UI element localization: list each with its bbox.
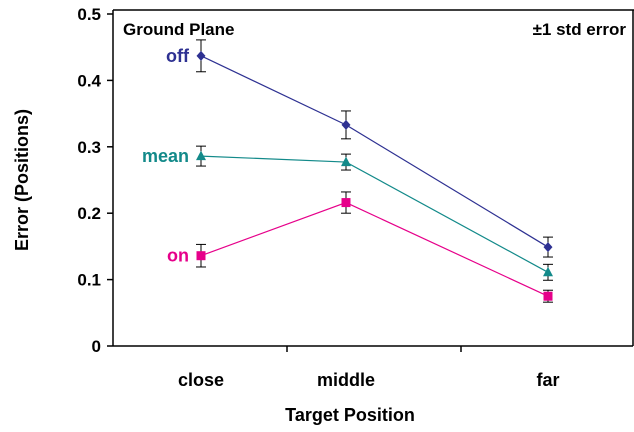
x-tick-label: close — [178, 370, 224, 390]
series-label-on: on — [167, 246, 189, 266]
data-point-triangle — [543, 266, 553, 277]
series-label-off: off — [166, 46, 190, 66]
y-tick-label: 0.2 — [77, 204, 101, 223]
data-point-square — [196, 251, 206, 261]
series-on: on — [167, 191, 553, 303]
data-point-diamond — [196, 50, 206, 61]
series-line — [200, 155, 549, 273]
y-tick-label: 0.3 — [77, 138, 101, 157]
y-tick-label: 0.5 — [77, 5, 101, 24]
y-tick-label: 0.4 — [77, 71, 101, 90]
data-point-square — [543, 291, 553, 301]
series-mean: mean — [142, 145, 553, 281]
x-tick-label: far — [536, 370, 559, 390]
series-layer: off mean on — [142, 39, 553, 303]
plot-frame — [112, 9, 634, 347]
y-ticks: 0 0.1 0.2 0.3 0.4 0.5 — [77, 5, 113, 356]
x-axis-label: Target Position — [285, 405, 415, 425]
error-bar-note: ±1 std error — [533, 20, 627, 39]
data-point-diamond — [543, 242, 553, 253]
data-point-square — [341, 198, 351, 208]
series-line — [200, 55, 549, 248]
series-line — [200, 201, 549, 297]
y-tick-label: 0.1 — [77, 271, 101, 290]
y-axis-label: Error (Positions) — [12, 109, 32, 251]
series-off: off — [166, 39, 553, 258]
data-point-triangle — [196, 150, 206, 161]
x-tick-label: middle — [317, 370, 375, 390]
x-ticks: close middle far — [178, 346, 560, 390]
series-label-mean: mean — [142, 146, 189, 166]
data-point-triangle — [341, 156, 351, 167]
data-point-diamond — [341, 119, 351, 130]
y-tick-label: 0 — [92, 337, 101, 356]
chart-title: Ground Plane — [123, 20, 234, 39]
